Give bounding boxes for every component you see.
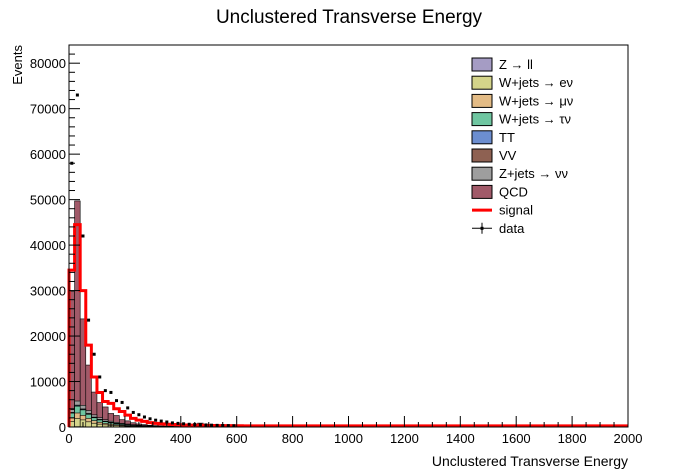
legend-swatch-2	[471, 93, 493, 108]
data-point-15	[154, 418, 158, 422]
data-point-7	[109, 390, 113, 394]
data-point-20	[182, 422, 186, 426]
y-tick-label-3: 30000	[30, 284, 66, 299]
data-point-2	[81, 234, 85, 238]
x-tick-label-0: 0	[65, 431, 72, 446]
legend-swatch-1	[471, 75, 493, 90]
y-tick-label-4: 40000	[30, 238, 66, 253]
y-tick-label-8: 80000	[30, 56, 66, 71]
legend: Z → ll W+jets → eν W+jets → μν W+jets → τν T…	[471, 57, 573, 236]
y-tick-label-6: 60000	[30, 147, 66, 162]
legend-swatch-7	[471, 184, 493, 199]
plot-frame	[68, 44, 629, 428]
y-tick-label-1: 10000	[30, 375, 66, 390]
legend-swatch-3	[471, 112, 493, 127]
chart-title: Unclustered Transverse Energy	[216, 7, 483, 28]
x-tick-label-3: 600	[226, 431, 248, 446]
data-point-6	[103, 389, 107, 393]
data-point-9	[120, 400, 124, 404]
data-point-5	[98, 375, 102, 379]
x-axis-label: Unclustered Transverse Energy	[432, 453, 628, 469]
data-point-25	[210, 423, 214, 427]
y-axis: 0 10000 20000 30000 40000 50000 60000 70000 8000…	[30, 44, 80, 435]
data-point-12	[137, 413, 141, 417]
data-point-26	[215, 423, 219, 427]
legend-data-marker	[480, 226, 484, 230]
data-point-18	[170, 421, 174, 425]
legend-label-4: TT	[499, 130, 515, 145]
y-axis-label: Events	[10, 45, 25, 85]
legend-label-3: W+jets → τν	[499, 112, 571, 127]
legend-swatch-5	[471, 148, 493, 163]
y-tick-label-2: 20000	[30, 329, 66, 344]
x-tick-label-9: 1800	[558, 431, 587, 446]
series-7	[68, 200, 243, 428]
legend-label-2: W+jets → μν	[499, 93, 573, 108]
legend-label-5: VV	[499, 148, 517, 163]
legend-label-0: Z → ll	[499, 57, 533, 72]
data-point-8	[115, 399, 119, 403]
legend-label-data: data	[499, 221, 525, 236]
x-tick-label-6: 1200	[390, 431, 419, 446]
legend-swatch-6	[471, 166, 493, 181]
y-tick-label-0: 0	[59, 420, 66, 435]
x-tick-label-5: 1000	[334, 431, 363, 446]
data-point-19	[176, 421, 180, 425]
x-tick-label-1: 200	[114, 431, 136, 446]
x-tick-label-7: 1400	[446, 431, 475, 446]
data-point-16	[159, 419, 163, 423]
legend-label-1: W+jets → eν	[499, 75, 573, 90]
x-axis: 0 200 400 600 800 1000 1200 1400 1600 1800 2000	[65, 416, 642, 446]
data-point-28	[226, 424, 230, 428]
data-point-3	[87, 318, 91, 322]
data-point-11	[131, 410, 135, 414]
x-tick-label-8: 1600	[502, 431, 531, 446]
data-point-21	[187, 422, 191, 426]
data-point-23	[198, 423, 202, 427]
data-point-14	[148, 417, 152, 421]
x-tick-label-10: 2000	[614, 431, 643, 446]
data-point-17	[165, 420, 169, 424]
legend-swatch-0	[471, 57, 493, 72]
legend-label-7: QCD	[499, 184, 528, 199]
y-tick-label-7: 70000	[30, 102, 66, 117]
y-tick-label-5: 50000	[30, 193, 66, 208]
data-point-13	[142, 415, 146, 419]
data-point-24	[204, 423, 208, 427]
legend-label-signal: signal	[499, 203, 533, 218]
bar-1-3	[85, 421, 92, 428]
data-point-10	[126, 406, 130, 410]
legend-swatch-4	[471, 130, 493, 145]
data-point-4	[92, 352, 96, 356]
bar-1-1	[74, 418, 81, 428]
x-tick-label-2: 400	[170, 431, 192, 446]
bar-1-4	[91, 422, 98, 428]
data-point-1	[75, 93, 79, 97]
data-point-29	[232, 424, 236, 428]
x-tick-label-4: 800	[282, 431, 304, 446]
legend-label-6: Z+jets → νν	[499, 166, 568, 181]
